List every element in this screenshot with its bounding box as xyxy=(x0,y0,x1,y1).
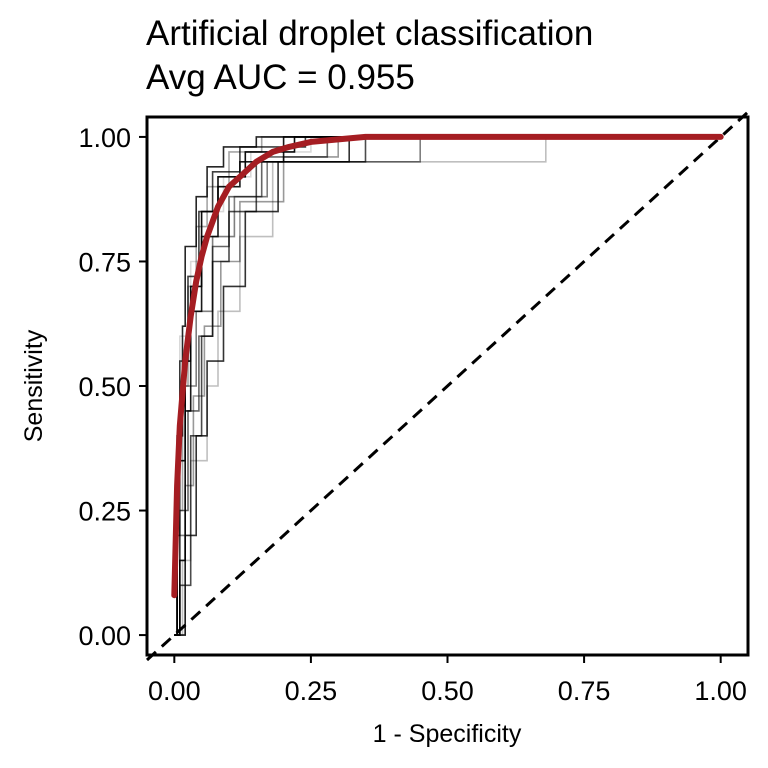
replicate-roc-curve xyxy=(174,136,721,636)
chart-subtitle: Avg AUC = 0.955 xyxy=(146,58,415,97)
x-tick-label: 0.50 xyxy=(421,676,474,706)
average-roc-curve xyxy=(171,133,724,599)
y-axis-label: Sensitivity xyxy=(20,329,48,442)
x-tick-label: 0.25 xyxy=(285,676,338,706)
y-tick-label: 1.00 xyxy=(78,123,131,153)
y-tick-label: 0.75 xyxy=(78,247,131,277)
x-axis-label: 1 - Specificity xyxy=(373,720,522,748)
reference-diagonal-line xyxy=(145,110,750,662)
chart-marks xyxy=(145,110,750,662)
y-tick-label: 0.50 xyxy=(78,372,131,402)
x-tick-label: 0.00 xyxy=(148,676,201,706)
y-tick-label: 0.00 xyxy=(78,621,131,651)
replicate-roc-curve xyxy=(174,136,721,636)
y-tick-label: 0.25 xyxy=(78,497,131,527)
axes: 0.00 0.25 0.50 0.75 1.00 0.00 0.25 0.50 0.75 1.00 xyxy=(78,123,747,706)
x-tick-label: 0.75 xyxy=(558,676,611,706)
x-tick-label: 1.00 xyxy=(694,676,747,706)
replicate-roc-curve xyxy=(174,136,721,636)
chart-title: Artificial droplet classification xyxy=(146,14,594,53)
